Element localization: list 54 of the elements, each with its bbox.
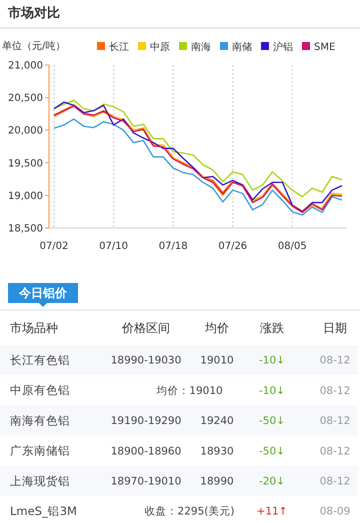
text: 南海有色铝 bbox=[10, 413, 70, 428]
text: 上海现货铝 bbox=[10, 474, 70, 488]
x-tick-label: 07/02 bbox=[40, 241, 68, 252]
text: 18990 bbox=[200, 475, 234, 488]
category-label: 价格区间 bbox=[121, 321, 170, 336]
y-tick-label: 18,500 bbox=[8, 224, 43, 234]
legend-label: SME bbox=[314, 42, 336, 53]
legend-label: 长江 bbox=[109, 41, 129, 53]
y-tick-label: 21,000 bbox=[8, 60, 43, 72]
text: -10↓ bbox=[259, 384, 285, 397]
text: 08-12 bbox=[320, 445, 350, 458]
text: 08-12 bbox=[320, 475, 350, 488]
y-tick-label: 20,000 bbox=[8, 126, 43, 137]
x-tick-label: 07/10 bbox=[99, 241, 128, 252]
category-label: 涨跌 bbox=[260, 321, 284, 336]
y-tick-label: 19,000 bbox=[8, 190, 43, 202]
text: 19190-19290 bbox=[110, 415, 182, 428]
x-tick-label: 07/18 bbox=[158, 241, 188, 252]
text: 08-12 bbox=[320, 354, 350, 367]
text: 08-09 bbox=[320, 506, 350, 518]
text: 均价：19010 bbox=[156, 384, 223, 397]
category-label: 均价 bbox=[204, 321, 229, 336]
text: LmeS_铝3M bbox=[10, 504, 77, 518]
text: +11↑ bbox=[256, 506, 288, 518]
text: 19010 bbox=[200, 354, 234, 367]
text: -20↓ bbox=[259, 475, 285, 488]
x-tick-label: 08/05 bbox=[278, 241, 307, 252]
text: 19240 bbox=[200, 415, 234, 428]
category-label: 市场品种 bbox=[10, 321, 58, 336]
line-series bbox=[53, 100, 343, 198]
text: 18930 bbox=[200, 445, 234, 458]
legend-label: 南海 bbox=[191, 41, 211, 53]
text: 18970-19010 bbox=[110, 475, 182, 488]
text: -50↓ bbox=[259, 415, 285, 428]
y-tick-label: 19,500 bbox=[8, 158, 43, 170]
category-label: 日期 bbox=[323, 321, 347, 336]
text: 广东南储铝 bbox=[10, 444, 70, 458]
text: 08-12 bbox=[320, 384, 350, 397]
text: 08-12 bbox=[320, 415, 350, 428]
text: 长江有色铝 bbox=[10, 353, 70, 368]
y-axis-title: 单位（元/吨） bbox=[2, 40, 66, 52]
legend-label: 沪铝 bbox=[273, 41, 293, 53]
text: 今日铝价 bbox=[18, 286, 68, 300]
text: 中原有色铝 bbox=[10, 383, 70, 398]
y-tick-label: 20,500 bbox=[8, 93, 43, 104]
x-tick-label: 07/26 bbox=[218, 241, 248, 252]
legend-label: 中原 bbox=[150, 41, 170, 53]
chart-title: 市场对比 bbox=[7, 5, 60, 21]
text: 18900-18960 bbox=[110, 445, 182, 458]
text: 18990-19030 bbox=[110, 354, 182, 367]
text: 收盘：2295(美元) bbox=[144, 506, 234, 518]
text: -10↓ bbox=[259, 354, 285, 367]
legend-label: 南储 bbox=[232, 41, 252, 53]
text: -50↓ bbox=[259, 445, 285, 458]
